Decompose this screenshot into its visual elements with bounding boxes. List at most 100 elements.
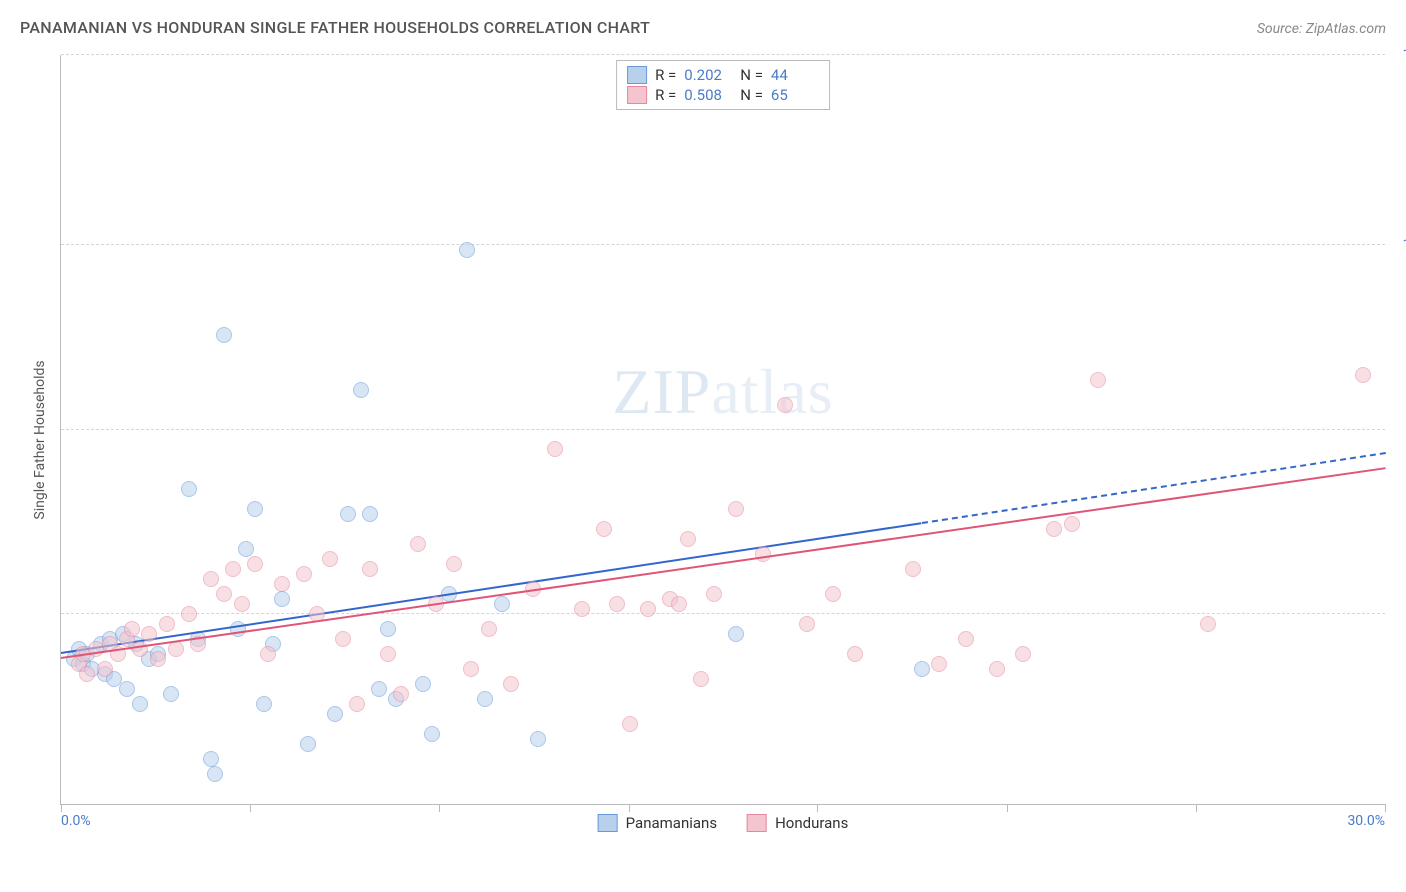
data-point [671, 596, 687, 612]
data-point [150, 651, 166, 667]
regression-line [921, 452, 1385, 524]
data-point [322, 551, 338, 567]
data-point [503, 676, 519, 692]
data-point [207, 766, 223, 782]
watermark-atlas: atlas [711, 356, 833, 427]
data-point [119, 681, 135, 697]
data-point [463, 661, 479, 677]
data-point [477, 691, 493, 707]
data-point [1090, 372, 1106, 388]
data-point [132, 696, 148, 712]
data-point [728, 501, 744, 517]
n-label: N = [740, 66, 763, 84]
watermark-zip: ZIP [612, 356, 711, 427]
data-point [547, 441, 563, 457]
data-point [247, 501, 263, 517]
data-point [1046, 521, 1062, 537]
data-point [335, 631, 351, 647]
r-label: R = [655, 86, 676, 104]
data-point [755, 546, 771, 562]
data-point [256, 696, 272, 712]
y-tick-label: 15.0% [1402, 47, 1406, 63]
stats-row-panamanians: R = 0.202 N = 44 [627, 65, 819, 85]
r-label: R = [655, 66, 676, 84]
data-point [340, 506, 356, 522]
x-tick-label: 30.0% [1347, 813, 1385, 829]
data-point [989, 661, 1005, 677]
chart-area: Single Father Households ZIPatlas R = 0.… [45, 55, 1385, 825]
data-point [415, 676, 431, 692]
data-point [300, 736, 316, 752]
data-point [1200, 616, 1216, 632]
data-point [260, 646, 276, 662]
source-prefix: Source: [1257, 21, 1306, 37]
data-point [371, 681, 387, 697]
data-point [622, 716, 638, 732]
x-tick [1196, 804, 1197, 812]
data-point [274, 591, 290, 607]
legend: Panamanians Hondurans [598, 814, 849, 832]
x-tick [1007, 804, 1008, 812]
data-point [494, 596, 510, 612]
gridline-h [61, 244, 1385, 245]
x-tick [61, 804, 62, 812]
x-tick [629, 804, 630, 812]
data-point [203, 751, 219, 767]
r-value-panamanians: 0.202 [684, 66, 732, 84]
data-point [410, 536, 426, 552]
data-point [349, 696, 365, 712]
data-point [353, 382, 369, 398]
y-tick-label: 11.2% [1402, 237, 1406, 253]
swatch-panamanians [598, 814, 618, 832]
legend-label-hondurans: Hondurans [775, 814, 848, 832]
y-axis-label: Single Father Households [32, 360, 48, 519]
x-tick-label: 0.0% [61, 813, 91, 829]
data-point [380, 646, 396, 662]
gridline-h [61, 54, 1385, 55]
x-tick [439, 804, 440, 812]
data-point [680, 531, 696, 547]
legend-label-panamanians: Panamanians [626, 814, 717, 832]
data-point [393, 686, 409, 702]
gridline-h [61, 613, 1385, 614]
watermark: ZIPatlas [612, 355, 833, 429]
data-point [132, 641, 148, 657]
data-point [693, 671, 709, 687]
n-label: N = [740, 86, 763, 104]
data-point [706, 586, 722, 602]
data-point [225, 561, 241, 577]
data-point [1355, 367, 1371, 383]
x-tick [1385, 804, 1386, 812]
data-point [459, 242, 475, 258]
data-point [181, 606, 197, 622]
swatch-hondurans [627, 86, 647, 104]
data-point [530, 731, 546, 747]
data-point [296, 566, 312, 582]
data-point [216, 586, 232, 602]
stats-box: R = 0.202 N = 44 R = 0.508 N = 65 [616, 60, 830, 110]
swatch-panamanians [627, 66, 647, 84]
data-point [799, 616, 815, 632]
source-attribution: Source: ZipAtlas.com [1257, 18, 1386, 37]
data-point [481, 621, 497, 637]
data-point [163, 686, 179, 702]
n-value-panamanians: 44 [771, 66, 819, 84]
data-point [362, 506, 378, 522]
r-value-hondurans: 0.508 [684, 86, 732, 104]
data-point [274, 576, 290, 592]
legend-item-panamanians: Panamanians [598, 814, 717, 832]
stats-row-hondurans: R = 0.508 N = 65 [627, 85, 819, 105]
data-point [159, 616, 175, 632]
data-point [1064, 516, 1080, 532]
chart-title: PANAMANIAN VS HONDURAN SINGLE FATHER HOU… [20, 18, 650, 37]
data-point [247, 556, 263, 572]
swatch-hondurans [747, 814, 767, 832]
data-point [238, 541, 254, 557]
data-point [380, 621, 396, 637]
data-point [97, 661, 113, 677]
data-point [728, 626, 744, 642]
data-point [141, 626, 157, 642]
plot-region: ZIPatlas R = 0.202 N = 44 R = 0.508 N = … [60, 55, 1385, 805]
x-tick [817, 804, 818, 812]
data-point [124, 621, 140, 637]
